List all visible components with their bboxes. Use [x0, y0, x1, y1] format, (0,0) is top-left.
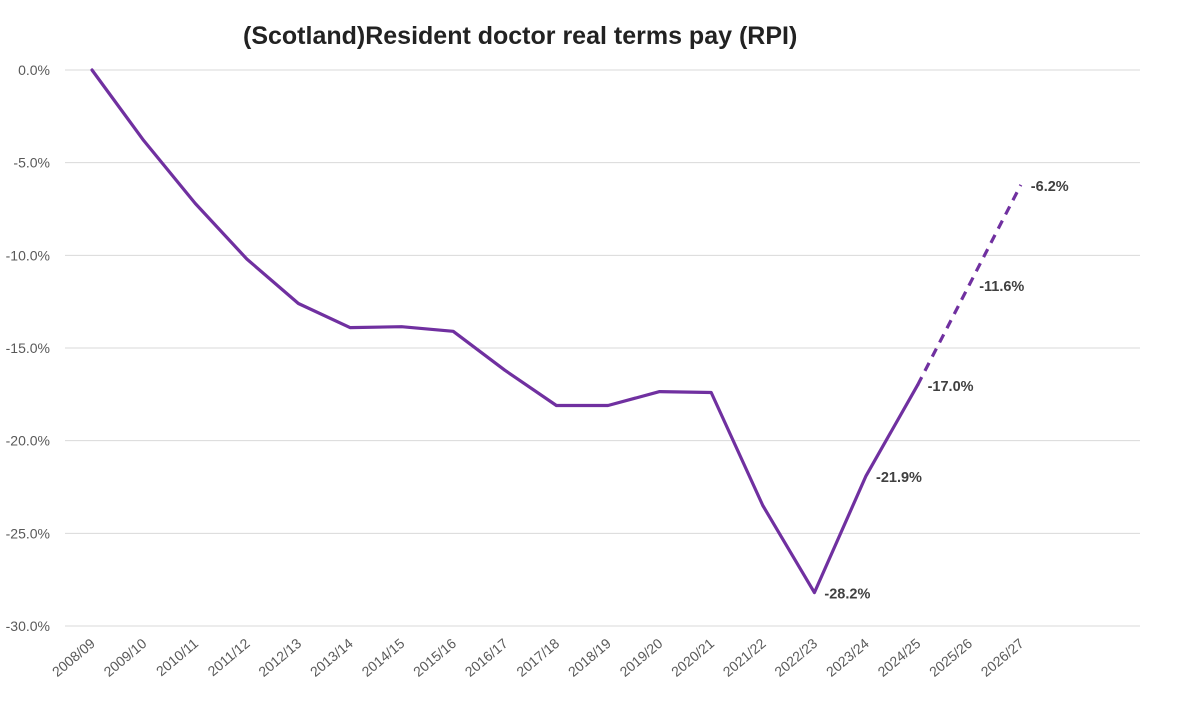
x-axis-tick-labels: 2008/09 2009/10 2010/11 2011/12 2012/13 2013/… [49, 635, 1027, 680]
data-label: -6.2% [1031, 179, 1069, 195]
x-tick-label: 2016/17 [462, 635, 511, 680]
chart-title: (Scotland)Resident doctor real terms pay… [243, 22, 798, 50]
x-tick-label: 2014/15 [358, 635, 407, 680]
series-lines [90, 68, 1023, 595]
y-tick-label: -30.0% [6, 618, 50, 634]
y-axis-tick-labels: 0.0% -5.0% -10.0% -15.0% -20.0% -25.0% -30.0% [6, 62, 50, 634]
y-tick-label: -10.0% [6, 247, 50, 263]
x-tick-label: 2020/21 [668, 635, 717, 680]
x-tick-label: 2013/14 [307, 635, 356, 680]
x-tick-label: 2008/09 [49, 635, 98, 680]
x-tick-label: 2019/20 [616, 635, 665, 680]
y-tick-label: -5.0% [13, 155, 50, 171]
x-tick-label: 2022/23 [771, 635, 820, 680]
x-tick-label: 2025/26 [926, 635, 975, 680]
x-tick-label: 2024/25 [874, 635, 923, 680]
x-tick-label: 2015/16 [410, 635, 459, 680]
data-label: -11.6% [979, 279, 1024, 295]
x-tick-label: 2012/13 [255, 635, 304, 680]
data-label: -28.2% [824, 587, 870, 603]
x-tick-label: 2023/24 [823, 635, 872, 680]
data-label: -21.9% [876, 470, 922, 486]
y-tick-label: -20.0% [6, 433, 50, 449]
y-tick-label: 0.0% [18, 62, 50, 78]
data-labels: -28.2% -21.9% -17.0% -11.6% -6.2% [824, 179, 1068, 603]
y-tick-label: -25.0% [6, 525, 50, 541]
x-tick-label: 2009/10 [100, 635, 149, 680]
y-tick-label: -15.0% [6, 340, 50, 356]
x-tick-label: 2026/27 [978, 635, 1027, 680]
x-tick-label: 2018/19 [565, 635, 614, 680]
gridlines [65, 69, 1140, 627]
series-line-actual [90, 68, 920, 595]
x-tick-label: 2017/18 [513, 635, 562, 680]
x-tick-label: 2010/11 [153, 635, 201, 679]
x-tick-label: 2021/22 [720, 635, 769, 680]
x-tick-label: 2011/12 [204, 635, 252, 679]
data-label: -17.0% [928, 379, 974, 395]
